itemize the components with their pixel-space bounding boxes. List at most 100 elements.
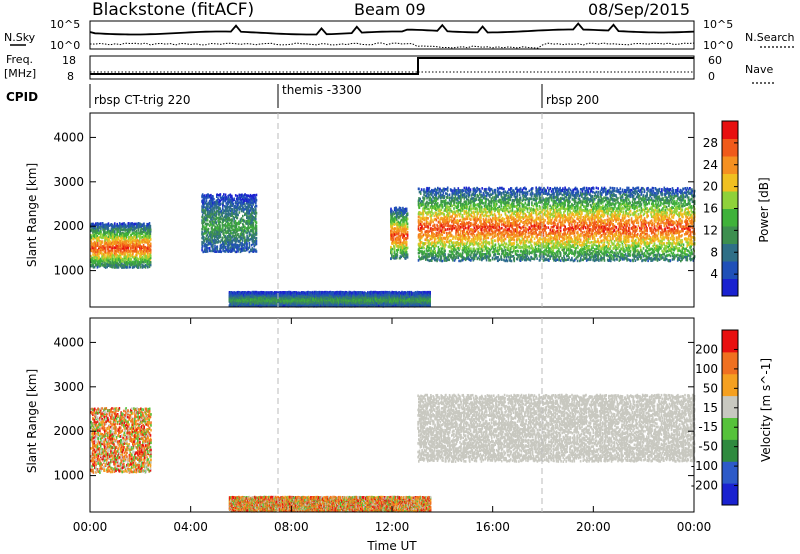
- echo-cell: [91, 249, 93, 252]
- echo-cell: [474, 257, 476, 260]
- echo-cell: [468, 239, 470, 242]
- echo-cell: [255, 215, 257, 218]
- echo-cell: [501, 214, 503, 217]
- echo-cell: [481, 206, 483, 209]
- echo-cell: [430, 247, 432, 250]
- echo-cell: [220, 251, 222, 254]
- echo-cell: [502, 217, 504, 220]
- echo-cell: [447, 196, 449, 199]
- echo-cell: [210, 250, 212, 253]
- echo-cell: [238, 220, 240, 223]
- echo-cell: [436, 254, 438, 257]
- echo-cell: [407, 256, 409, 259]
- echo-cell: [253, 222, 255, 225]
- echo-cell: [207, 234, 209, 237]
- echo-cell: [105, 247, 107, 250]
- echo-cell: [127, 240, 129, 243]
- echo-cell: [460, 260, 462, 263]
- echo-cell: [253, 227, 255, 230]
- echo-cell: [237, 228, 239, 231]
- echo-cell: [427, 256, 429, 259]
- echo-cell: [495, 197, 497, 200]
- echo-cell: [429, 208, 431, 211]
- echo-cell: [470, 188, 472, 191]
- echo-cell: [466, 194, 468, 197]
- echo-cell: [122, 258, 124, 261]
- echo-cell: [406, 241, 408, 244]
- echo-cell: [492, 242, 494, 245]
- echo-cell: [207, 223, 209, 226]
- echo-cell: [487, 208, 489, 211]
- echo-cell: [104, 262, 106, 265]
- echo-cell: [477, 251, 479, 254]
- nsky-panel: N.Sky 10^5 10^0 10^5 10^0 N.Search: [4, 18, 795, 52]
- echo-cell: [499, 209, 501, 212]
- echo-cell: [237, 233, 239, 236]
- echo-cell: [242, 239, 244, 242]
- echo-cell: [145, 261, 147, 264]
- echo-cell: [238, 198, 240, 201]
- echo-cell: [427, 225, 429, 228]
- echo-cell: [207, 219, 209, 222]
- echo-cell: [492, 236, 494, 239]
- echo-cell: [406, 251, 408, 254]
- echo-cell: [445, 244, 447, 247]
- echo-cell: [436, 219, 438, 222]
- echo-cell: [100, 231, 102, 234]
- echo-cell: [447, 189, 449, 192]
- echo-cell: [242, 215, 244, 218]
- echo-cell: [444, 253, 446, 256]
- echo-cell: [505, 232, 507, 235]
- echo-cell: [238, 226, 240, 229]
- echo-cell: [489, 242, 491, 245]
- echo-cell: [392, 237, 394, 240]
- echo-cell: [246, 243, 248, 246]
- echo-cell: [477, 208, 479, 211]
- echo-cell: [220, 203, 222, 206]
- echo-cell: [475, 197, 477, 200]
- echo-cell: [407, 223, 409, 226]
- echo-cell: [138, 266, 140, 269]
- echo-cell: [456, 235, 458, 238]
- echo-cell: [476, 248, 478, 251]
- echo-cell: [455, 196, 457, 199]
- echo-cell: [202, 251, 204, 254]
- echo-cell: [491, 205, 493, 208]
- echo-cell: [256, 194, 258, 197]
- echo-cell: [442, 206, 444, 209]
- echo-cell: [150, 232, 152, 235]
- echo-cell: [480, 214, 482, 217]
- echo-cell: [488, 215, 490, 218]
- echo-cell: [101, 252, 103, 255]
- echo-cell: [250, 195, 252, 198]
- echo-cell: [442, 234, 444, 237]
- echo-cell: [102, 245, 104, 248]
- echo-cell: [423, 188, 425, 191]
- echo-cell: [486, 215, 488, 218]
- echo-cell: [407, 226, 409, 229]
- echo-cell: [442, 228, 444, 231]
- echo-cell: [497, 252, 499, 255]
- echo-cell: [138, 232, 140, 235]
- echo-cell: [233, 213, 235, 216]
- echo-cell: [97, 266, 99, 269]
- echo-cell: [95, 254, 97, 257]
- echo-cell: [450, 232, 452, 235]
- echo-cell: [434, 250, 436, 253]
- echo-cell: [124, 259, 126, 262]
- echo-cell: [418, 188, 420, 191]
- echo-cell: [256, 250, 258, 253]
- echo-cell: [223, 193, 225, 196]
- echo-cell: [145, 229, 147, 232]
- echo-cell: [212, 211, 214, 214]
- echo-cell: [470, 228, 472, 231]
- echo-cell: [407, 253, 409, 256]
- echo-cell: [430, 235, 432, 238]
- echo-cell: [451, 194, 453, 197]
- echo-cell: [501, 192, 503, 195]
- echo-cell: [255, 208, 257, 211]
- echo-cell: [397, 251, 399, 254]
- echo-cell: [239, 211, 241, 214]
- echo-cell: [447, 194, 449, 197]
- echo-cell: [495, 253, 497, 256]
